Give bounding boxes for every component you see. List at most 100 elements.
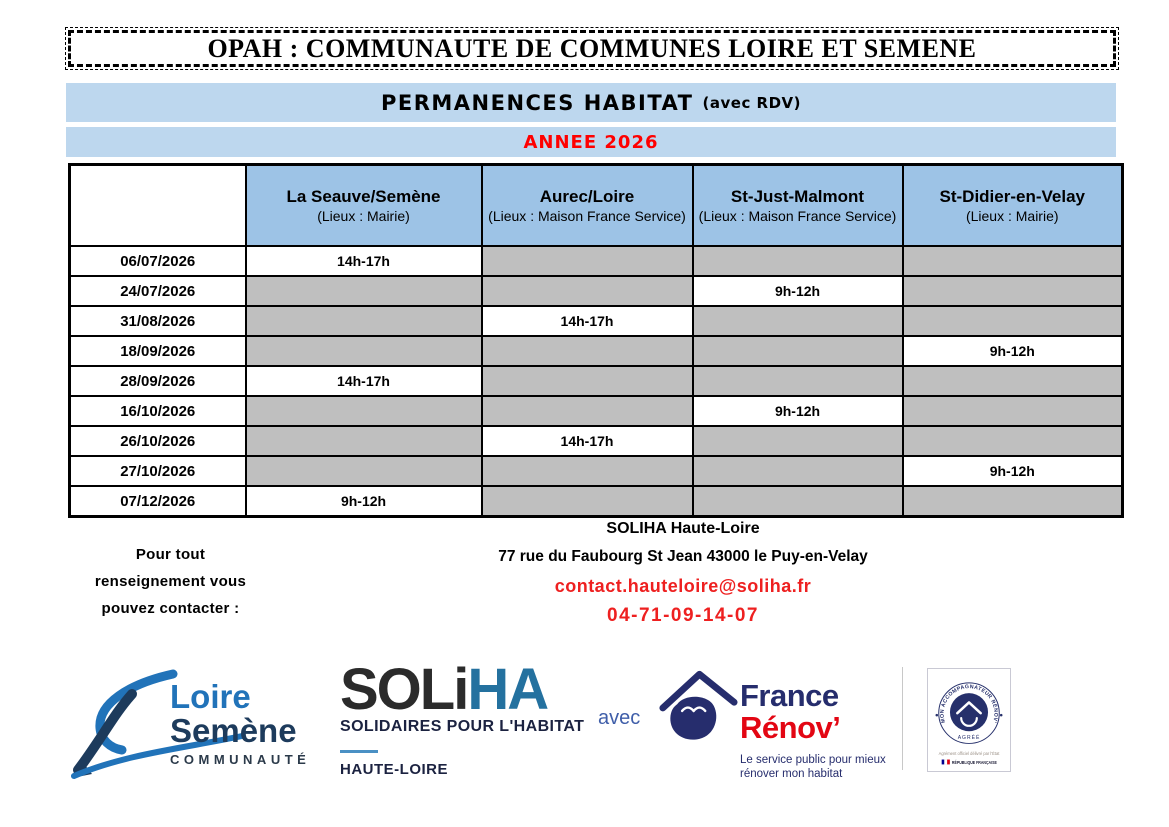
- table-row: 28/09/2026 14h-17h: [68, 365, 1124, 397]
- badge-republique-text: RÉPUBLIQUE FRANÇAISE: [952, 758, 997, 765]
- date-cell: 26/10/2026: [68, 425, 247, 457]
- empty-slot-cell: [691, 335, 904, 367]
- empty-slot-cell: [691, 305, 904, 337]
- column-header-la-seauve: La Seauve/Semène (Lieux : Mairie): [244, 163, 483, 247]
- empty-slot-cell: [901, 275, 1124, 307]
- column-name: Aurec/Loire: [539, 187, 635, 206]
- empty-slot-cell: [480, 485, 694, 518]
- empty-slot-cell: [480, 365, 694, 397]
- accompagnateur-renov-seal-icon: MON ACCOMPAGNATEUR RÉNOV' AGRÉÉ Agrément…: [935, 682, 1003, 765]
- contact-intro-line: renseignement vous: [94, 573, 247, 590]
- tagline-line: Le service public pour mieux: [740, 754, 886, 766]
- loire-semene-swoosh-icon: [71, 669, 245, 779]
- table-row: 07/12/2026 9h-12h: [68, 485, 1124, 518]
- banner-title: PERMANENCES HABITAT: [380, 90, 694, 115]
- column-location: (Lieux : Mairie): [965, 208, 1059, 224]
- empty-slot-cell: [244, 335, 483, 367]
- soliha-wordmark: SOLiHA: [340, 661, 595, 719]
- empty-slot-cell: [691, 245, 904, 277]
- banner-permanences: PERMANENCES HABITAT (avec RDV): [66, 83, 1116, 122]
- avec-label: avec: [598, 707, 641, 729]
- contact-email: contact.hauteloire@soliha.fr: [554, 576, 812, 596]
- accompagnateur-renov-badge: MON ACCOMPAGNATEUR RÉNOV' AGRÉÉ Agrément…: [927, 668, 1011, 772]
- empty-slot-cell: [691, 455, 904, 487]
- column-header-st-didier: St-Didier-en-Velay (Lieux : Mairie): [901, 163, 1124, 247]
- contact-organization: SOLIHA Haute-Loire: [606, 520, 760, 537]
- france-renov-wordmark: France Rénov’ Le service public pour mie…: [740, 680, 886, 781]
- empty-slot-cell: [480, 455, 694, 487]
- date-cell: 28/09/2026: [68, 365, 247, 397]
- contact-intro: Pour tout renseignement vous pouvez cont…: [68, 541, 273, 622]
- time-slot-cell: 14h-17h: [480, 425, 694, 457]
- empty-slot-cell: [244, 275, 483, 307]
- contact-address: 77 rue du Faubourg St Jean 43000 le Puy-…: [498, 548, 868, 565]
- date-cell: 16/10/2026: [68, 395, 247, 427]
- table-row: 06/07/2026 14h-17h: [68, 245, 1124, 277]
- empty-slot-cell: [244, 425, 483, 457]
- table-row: 26/10/2026 14h-17h: [68, 425, 1124, 457]
- date-cell: 18/09/2026: [68, 335, 247, 367]
- empty-slot-cell: [901, 365, 1124, 397]
- table-row: 24/07/2026 9h-12h: [68, 275, 1124, 307]
- banner-year: ANNEE 2026: [66, 127, 1116, 157]
- empty-slot-cell: [901, 395, 1124, 427]
- empty-slot-cell: [901, 245, 1124, 277]
- badge-agrement-text: Agrément officiel délivré par l'État: [939, 751, 1001, 756]
- column-name: St-Didier-en-Velay: [939, 187, 1086, 206]
- contact-block: SOLIHA Haute-Loire 77 rue du Faubourg St…: [400, 520, 966, 627]
- date-cell: 27/10/2026: [68, 455, 247, 487]
- soliha-tagline: SOLIDAIRES POUR L'HABITAT: [340, 718, 585, 735]
- loire-label: Loire: [170, 678, 251, 715]
- france-renov-tagline: Le service public pour mieux rénover mon…: [740, 753, 886, 781]
- document-title: OPAH : COMMUNAUTE DE COMMUNES LOIRE ET S…: [207, 33, 977, 63]
- empty-slot-cell: [901, 485, 1124, 518]
- soliha-divider: [340, 750, 378, 753]
- date-cell: 06/07/2026: [68, 245, 247, 277]
- renov-label: Rénov’: [740, 710, 841, 745]
- document-title-box: OPAH : COMMUNAUTE DE COMMUNES LOIRE ET S…: [65, 27, 1119, 70]
- vertical-divider: [902, 667, 903, 770]
- tagline-line: rénover mon habitat: [740, 768, 843, 780]
- table-row: 27/10/2026 9h-12h: [68, 455, 1124, 487]
- empty-slot-cell: [244, 305, 483, 337]
- time-slot-cell: 9h-12h: [691, 395, 904, 427]
- date-cell: 31/08/2026: [68, 305, 247, 337]
- empty-slot-cell: [244, 455, 483, 487]
- empty-slot-cell: [244, 395, 483, 427]
- time-slot-cell: 9h-12h: [244, 485, 483, 518]
- time-slot-cell: 14h-17h: [244, 245, 483, 277]
- contact-intro-line: pouvez contacter :: [101, 600, 240, 617]
- empty-slot-cell: [480, 275, 694, 307]
- france-label: France: [740, 678, 839, 713]
- schedule-body: 06/07/2026 14h-17h 24/07/2026 9h-12h 31/08/2…: [68, 245, 1124, 518]
- loire-semene-logo: Loire Semène COMMUNAUTÉ: [70, 662, 340, 792]
- france-renov-logo: France Rénov’ Le service public pour mie…: [657, 662, 902, 792]
- semene-label: Semène: [170, 712, 297, 749]
- time-slot-cell: 14h-17h: [244, 365, 483, 397]
- column-header-aurec: Aurec/Loire (Lieux : Maison France Servi…: [480, 163, 694, 247]
- schedule-table: La Seauve/Semène (Lieux : Mairie) Aurec/…: [68, 163, 1124, 518]
- table-row: 31/08/2026 14h-17h: [68, 305, 1124, 337]
- communaute-label: COMMUNAUTÉ: [170, 752, 311, 767]
- time-slot-cell: 9h-12h: [901, 455, 1124, 487]
- column-header-st-just: St-Just-Malmont (Lieux : Maison France S…: [691, 163, 904, 247]
- empty-slot-cell: [480, 395, 694, 427]
- empty-slot-cell: [901, 425, 1124, 457]
- year-label: ANNEE 2026: [523, 131, 659, 153]
- column-name: La Seauve/Semène: [286, 187, 441, 206]
- empty-slot-cell: [691, 365, 904, 397]
- column-location: (Lieux : Maison France Service): [698, 208, 897, 224]
- empty-slot-cell: [480, 335, 694, 367]
- france-renov-house-icon: [659, 670, 738, 740]
- table-row: 18/09/2026 9h-12h: [68, 335, 1124, 367]
- column-location: (Lieux : Mairie): [317, 208, 410, 224]
- soliha-region: HAUTE-LOIRE: [340, 761, 448, 778]
- time-slot-cell: 14h-17h: [480, 305, 694, 337]
- banner-suffix: (avec RDV): [702, 93, 802, 112]
- contact-phone: 04-71-09-14-07: [607, 605, 759, 626]
- empty-slot-cell: [480, 245, 694, 277]
- corner-cell: [68, 163, 247, 247]
- contact-intro-line: Pour tout: [135, 546, 206, 563]
- date-cell: 07/12/2026: [68, 485, 247, 518]
